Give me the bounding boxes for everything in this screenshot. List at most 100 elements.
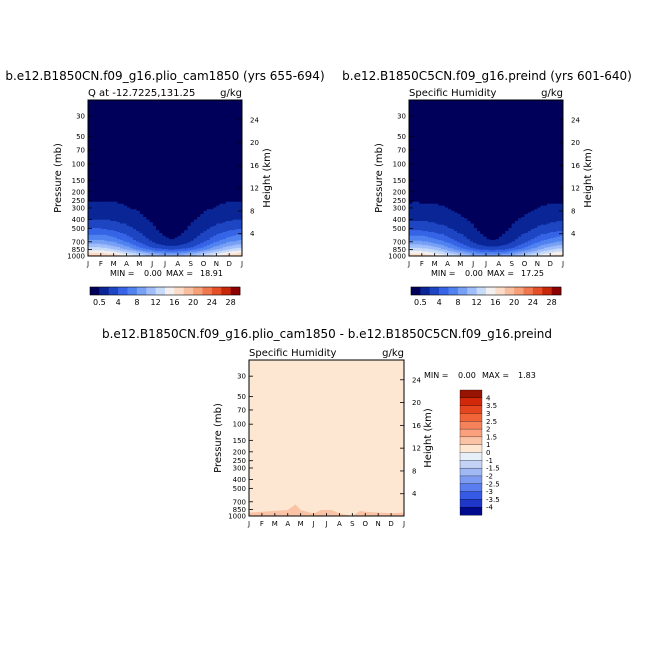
contour-cell <box>148 239 153 241</box>
contour-cell <box>540 232 545 234</box>
contour-cell <box>225 224 230 227</box>
contour-cell <box>197 245 201 248</box>
contour-cell <box>232 245 237 247</box>
contour-cell <box>113 225 118 228</box>
contour-cell <box>514 236 519 239</box>
contour-cell <box>126 226 131 229</box>
contour-cell <box>126 242 131 245</box>
field-background <box>249 360 404 516</box>
contour-cell <box>412 222 417 225</box>
contour-cell <box>110 201 115 205</box>
contour-cell <box>463 219 468 222</box>
contour-cell <box>476 236 481 239</box>
contour-cell <box>559 209 563 212</box>
contour-cell <box>232 234 237 237</box>
contour-cell <box>428 230 433 232</box>
contour-cell <box>409 246 413 248</box>
contour-cell <box>434 244 439 246</box>
contour-cell <box>534 242 538 245</box>
contour-cell <box>107 234 112 237</box>
contour-cell <box>158 241 163 243</box>
contour-cell <box>518 225 522 228</box>
contour-cell <box>197 244 201 246</box>
contour-cell <box>206 233 211 235</box>
colorbar-swatch <box>146 287 156 295</box>
contour-cell <box>444 222 449 225</box>
contour-cell <box>100 224 105 227</box>
contour-cell <box>126 250 131 253</box>
contour-cell <box>460 227 465 230</box>
contour-cell <box>132 235 137 238</box>
contour-cell <box>216 210 221 214</box>
contour-cell <box>238 239 242 241</box>
colorbar-swatch <box>486 287 496 295</box>
contour-cell <box>540 210 545 214</box>
contour-cell <box>200 233 205 236</box>
contour-cell <box>489 248 494 250</box>
contour-cell <box>476 245 481 247</box>
contour-cell <box>489 243 494 245</box>
contour-cell <box>107 237 112 239</box>
contour-cell <box>550 245 554 247</box>
contour-cell <box>505 233 510 235</box>
contour-cell <box>553 233 558 236</box>
contour-cell <box>556 220 561 223</box>
contour-cell <box>550 242 554 244</box>
contour-cell <box>104 215 108 218</box>
y-tick-label: 100 <box>393 161 406 169</box>
contour-cell <box>232 231 237 233</box>
contour-cell <box>193 238 198 240</box>
contour-cell <box>120 230 124 232</box>
contour-cell <box>495 249 500 251</box>
contour-cell <box>421 214 426 217</box>
contour-cell <box>498 236 503 239</box>
contour-cell <box>415 220 420 223</box>
contour-cell <box>502 233 506 236</box>
contour-cell <box>238 237 242 239</box>
contour-cell <box>450 233 455 235</box>
contour-cell <box>546 227 551 230</box>
contour-cell <box>174 240 179 243</box>
contour-cell <box>428 239 433 241</box>
contour-cell <box>553 234 558 237</box>
contour-cell <box>421 239 426 242</box>
contour-cell <box>145 238 150 240</box>
contour-cell <box>530 215 535 218</box>
contour-cell <box>238 209 242 212</box>
contour-cell <box>219 229 224 231</box>
contour-cell <box>534 247 538 250</box>
contour-cell <box>116 231 121 233</box>
contour-cell <box>428 223 433 226</box>
contour-cell <box>421 210 426 214</box>
contour-cell <box>514 247 519 249</box>
contour-cell <box>508 234 513 237</box>
contour-cell <box>431 224 436 227</box>
contour-cell <box>434 212 439 215</box>
contour-cell <box>206 237 211 239</box>
contour-cell <box>148 238 153 240</box>
contour-cell <box>165 238 169 240</box>
contour-cell <box>113 235 118 238</box>
contour-cell <box>463 242 468 244</box>
contour-cell <box>553 215 558 218</box>
contour-cell <box>139 242 144 244</box>
contour-cell <box>434 220 439 223</box>
contour-cell <box>441 234 445 237</box>
contour-cell <box>88 246 92 248</box>
contour-cell <box>421 209 426 212</box>
contour-cell <box>100 229 105 231</box>
contour-cell <box>428 249 433 251</box>
contour-cell <box>225 222 230 225</box>
contour-cell <box>181 233 185 236</box>
contour-cell <box>409 247 413 249</box>
contour-cell <box>412 216 417 219</box>
contour-cell <box>158 254 163 256</box>
contour-cell <box>447 230 452 232</box>
contour-cell <box>100 242 105 245</box>
contour-cell <box>190 244 195 246</box>
contour-cell <box>527 237 532 239</box>
contour-cell <box>107 244 112 246</box>
contour-cell <box>502 241 506 243</box>
contour-cell <box>225 248 230 250</box>
contour-cell <box>543 249 548 251</box>
